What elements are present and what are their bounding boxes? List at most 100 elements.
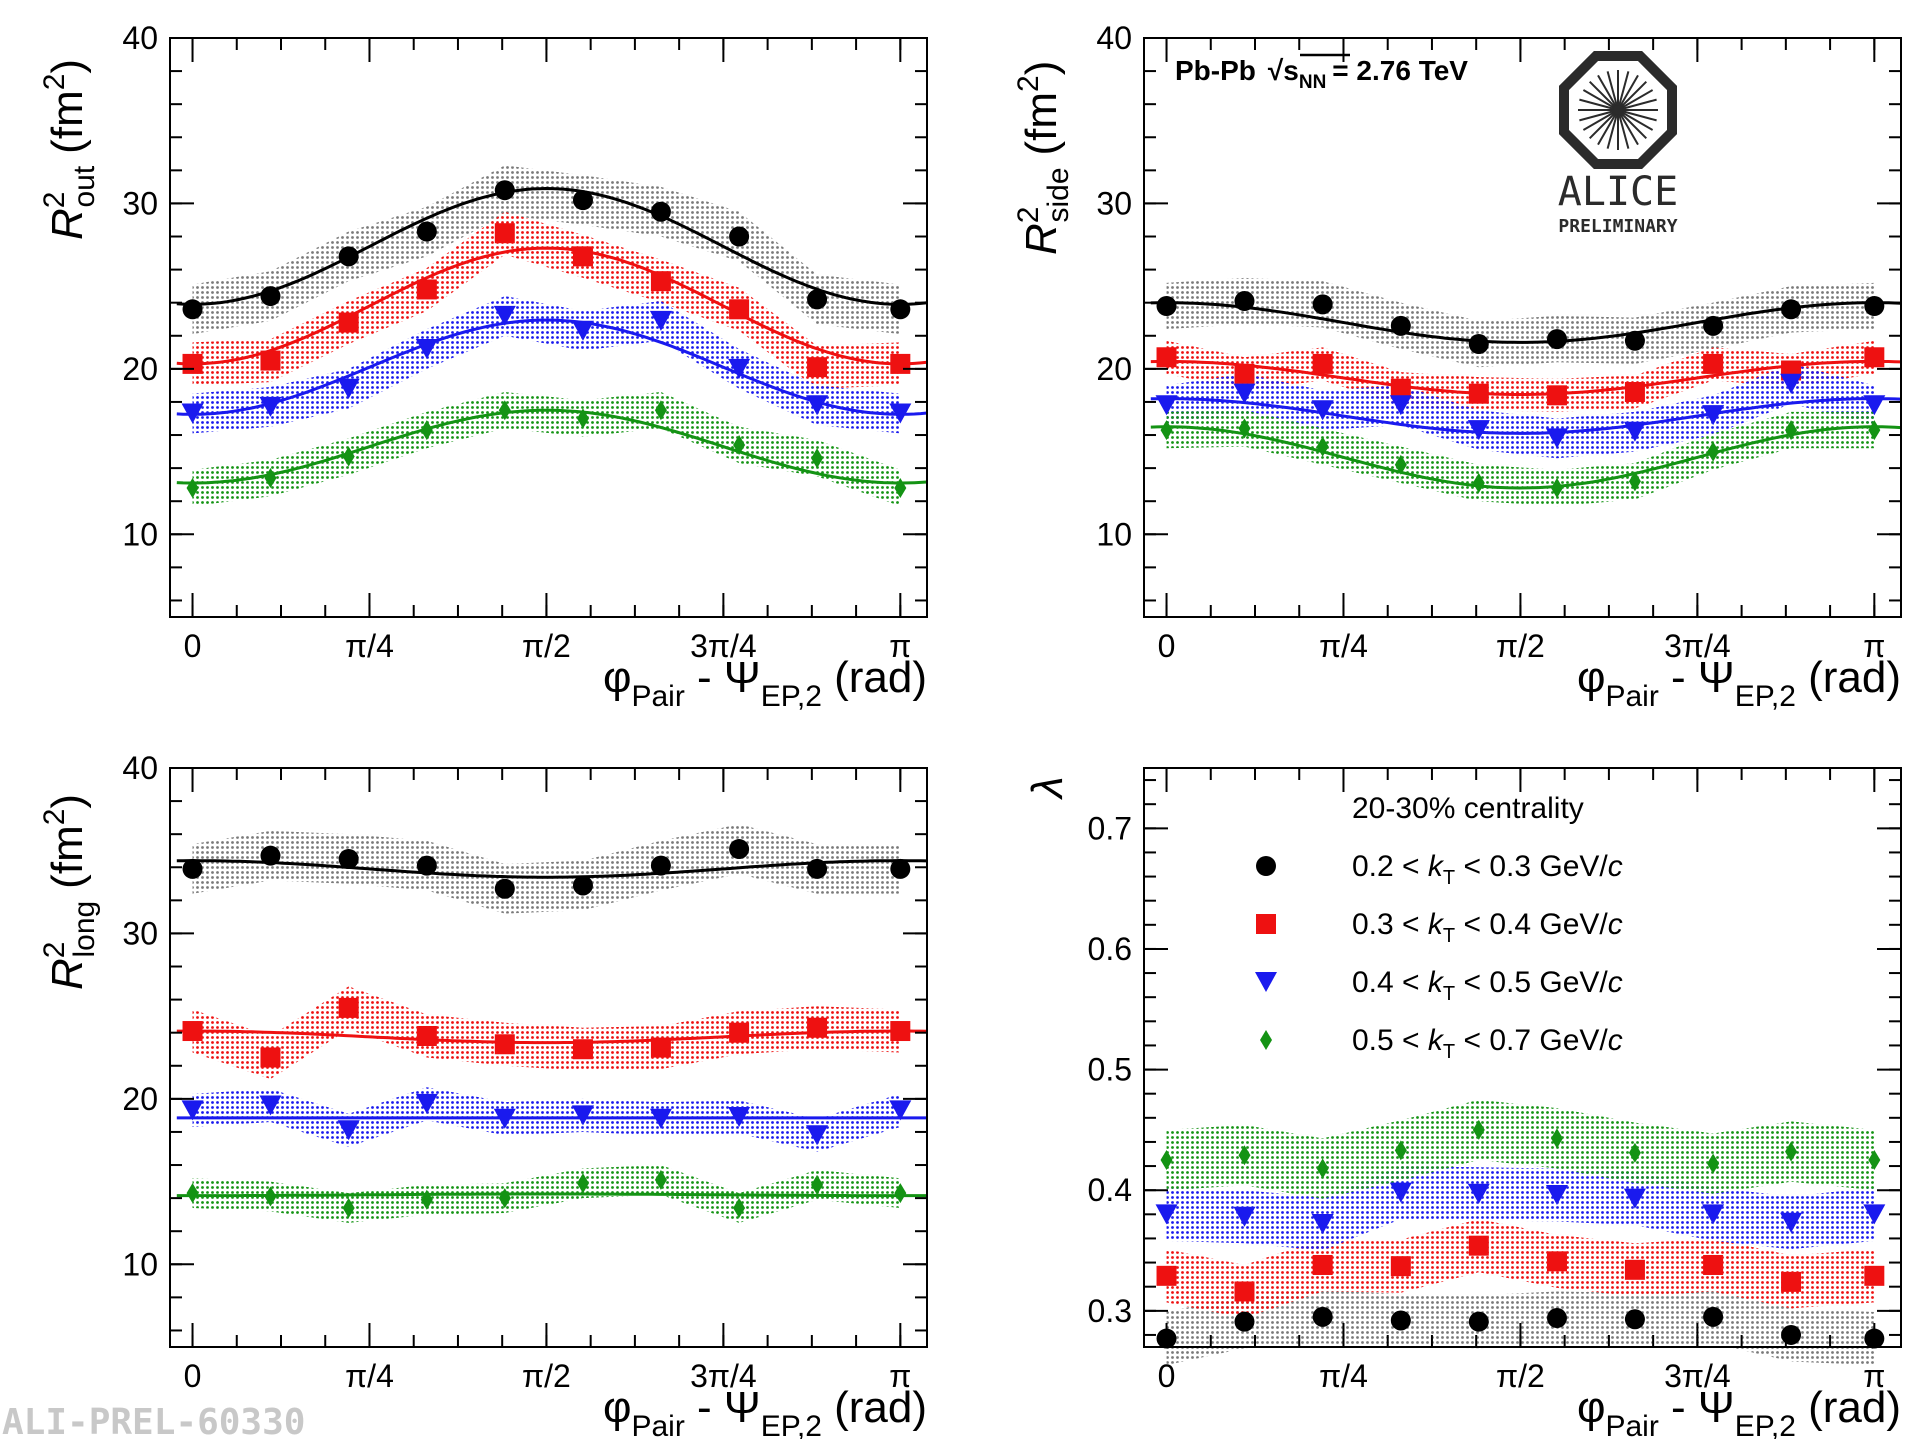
ytick-label-lambda-2: 0.5 [1088,1052,1132,1088]
ytick-label-lambda-0: 0.3 [1088,1293,1132,1329]
point-rout-s1-1 [260,350,281,371]
point-rside-s3-1 [1238,418,1251,439]
point-rout-s3-4 [498,400,511,421]
alice-logo-core [1613,105,1623,115]
fit-rside-s0 [1150,301,1902,344]
fit-rout-s1 [176,246,928,366]
point-rside-s1-1 [1234,363,1255,384]
point-lambda-s0-6 [1624,1309,1645,1330]
point-rout-s3-3 [420,420,433,441]
alice-logo-rays [1578,70,1658,150]
point-rside-s0-9 [1864,295,1885,316]
legend: 20-30% centrality 0.2 < kT < 0.3 GeV/c 0… [1255,792,1623,1063]
frame-rout [169,37,928,618]
xtick-label-rside-0: 0 [1158,628,1176,664]
xtick-label-rside-2: π/2 [1496,628,1545,664]
point-rlong-s2-5 [571,1105,594,1126]
alice-logo-ray [1588,109,1619,140]
point-rside-s0-4 [1468,334,1489,355]
point-rout-s0-2 [338,246,359,267]
point-lambda-s2-2 [1311,1213,1334,1234]
point-lambda-s0-7 [1703,1306,1724,1327]
alice-logo-ray [1588,80,1619,111]
ytick-label-rout-2: 30 [122,185,158,221]
point-rlong-s1-1 [260,1047,281,1068]
figure-id: ALI-PREL-60330 [2,1402,305,1439]
xlabel-top-left: φPair - ΨEP,2 (rad) [603,653,927,713]
fit-rside-s1 [1150,359,1902,396]
point-rside-s2-7 [1702,405,1725,426]
point-lambda-s0-1 [1234,1311,1255,1332]
point-rout-s2-3 [415,339,438,360]
ytick-label-rside-0: 10 [1096,516,1132,552]
point-rout-s3-7 [733,434,746,455]
point-lambda-s3-1 [1238,1145,1251,1166]
fit-rout-s0 [176,186,928,306]
point-rside-s0-3 [1390,315,1411,336]
legend-entry-4: 0.5 < kT < 0.7 GeV/c [1352,1024,1623,1063]
alice-logo-ray [1617,109,1639,146]
point-lambda-s0-8 [1781,1324,1802,1345]
point-rside-s3-3 [1394,454,1407,475]
point-rside-s2-1 [1233,383,1256,404]
point-rside-s1-2 [1312,353,1333,374]
point-rlong-s0-7 [729,839,750,860]
point-rside-s1-9 [1864,347,1885,368]
point-rout-s3-9 [894,477,907,498]
alice-logo-ray [1597,74,1619,111]
point-rside-s3-7 [1707,441,1720,462]
xtick-label-rout-1: π/4 [345,628,394,664]
xtick-label-lambda-4: π [1863,1358,1885,1394]
ylabel-rout: R2out(fm2) [38,59,101,240]
point-rlong-s0-9 [890,858,911,879]
ytick-label-rlong-3: 40 [122,750,158,786]
ylabel-rlong: R2long(fm2) [38,794,101,990]
point-rlong-s2-2 [337,1120,360,1141]
xtick-label-rside-1: π/4 [1319,628,1368,664]
xtick-label-rlong-0: 0 [184,1358,202,1394]
point-rout-s3-1 [264,468,277,489]
band-rout-s2 [192,296,901,434]
point-lambda-s3-2 [1316,1158,1329,1179]
xtick-label-rlong-2: π/2 [522,1358,571,1394]
xtick-label-lambda-0: 0 [1158,1358,1176,1394]
point-lambda-s0-4 [1468,1311,1489,1332]
point-rlong-s1-9 [890,1021,911,1042]
point-rout-s0-1 [260,286,281,307]
point-rside-s0-1 [1234,291,1255,312]
point-rout-s2-2 [337,378,360,399]
alice-logo-ray [1617,89,1654,111]
point-rside-s0-8 [1781,299,1802,320]
fit-rout-s2 [176,318,928,416]
ytick-label-rout-0: 10 [122,516,158,552]
point-rside-s0-6 [1624,330,1645,351]
point-rside-s0-2 [1312,294,1333,315]
point-lambda-s1-2 [1312,1254,1333,1275]
point-rside-s1-7 [1703,353,1724,374]
band-rout-s0 [192,165,901,335]
point-rside-s3-4 [1472,473,1485,494]
band-rlong-s0 [192,824,901,914]
point-rout-s1-5 [572,246,593,267]
band-rlong-s2 [192,1087,901,1152]
legend-marker-1 [1256,856,1276,876]
point-rlong-s3-9 [894,1183,907,1204]
point-lambda-s3-9 [1868,1150,1881,1171]
point-lambda-s1-4 [1468,1235,1489,1256]
point-rside-s2-9 [1863,395,1886,416]
alice-logo-ray [1617,71,1630,111]
point-rout-s0-9 [890,299,911,320]
point-rside-s1-3 [1390,378,1411,399]
point-rout-s2-4 [493,305,516,326]
legend-entry-1: 0.2 < kT < 0.3 GeV/c [1352,850,1623,889]
point-lambda-s0-2 [1312,1306,1333,1327]
point-rlong-s3-3 [420,1189,433,1210]
point-rout-s1-0 [182,353,203,374]
alice-logo-ray [1617,109,1654,131]
point-rlong-s0-3 [416,855,437,876]
point-rlong-s2-4 [493,1108,516,1129]
alice-logo-ray [1617,109,1630,149]
xtick-label-rlong-4: π [889,1358,911,1394]
alice-logo-ray [1597,109,1619,146]
point-rout-s1-9 [890,353,911,374]
